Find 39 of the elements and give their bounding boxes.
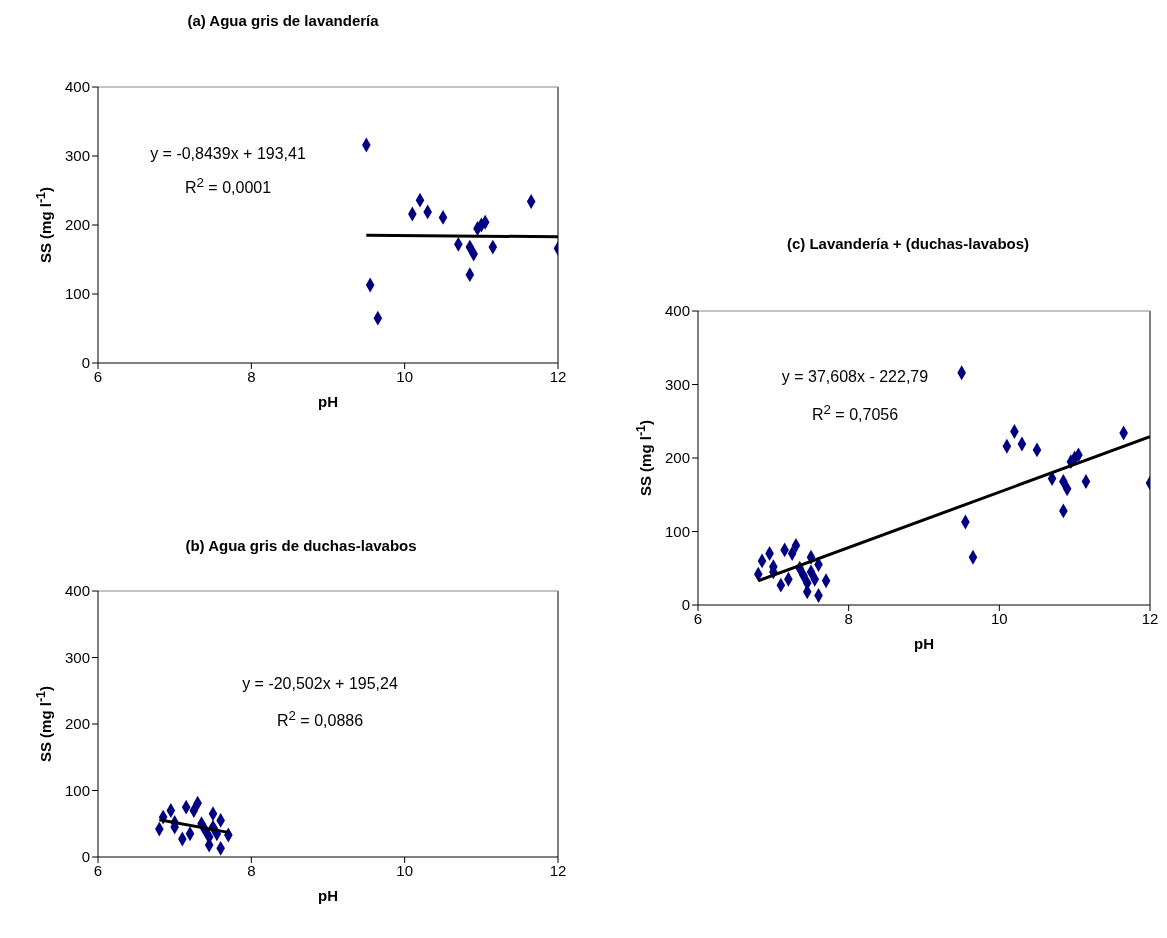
x-tick-label: 10 (396, 367, 414, 385)
x-tick-label: 6 (93, 861, 103, 879)
chart-title: (b) Agua gris de duchas-lavabos (184, 537, 418, 554)
y-tick-label: 0 (681, 596, 690, 614)
annotation: y = 37,608x - 222,79 (780, 368, 930, 386)
y-tick-label: 200 (64, 216, 90, 234)
y-tick-label: 100 (64, 781, 90, 799)
x-tick-label: 8 (247, 367, 256, 385)
y-tick-label: 300 (64, 147, 90, 165)
x-axis-title: pH (317, 887, 339, 904)
y-tick-label: 400 (64, 78, 90, 96)
y-tick-label: 300 (64, 648, 90, 666)
x-tick-label: 12 (1141, 609, 1159, 627)
x-tick-label: 8 (844, 609, 853, 627)
y-tick-label: 0 (81, 848, 90, 866)
annotation: y = -20,502x + 195,24 (241, 675, 399, 693)
annotation: y = -0,8439x + 193,41 (150, 145, 306, 162)
x-tick-label: 12 (549, 861, 567, 879)
annotation: R$^{2}$ = 0,7056 (810, 402, 900, 425)
y-tick-label: 300 (664, 375, 690, 393)
x-tick-label: 10 (990, 609, 1008, 627)
x-tick-label: 6 (693, 609, 703, 627)
y-tick-label: 400 (664, 302, 690, 320)
y-tick-label: 100 (664, 522, 690, 540)
y-tick-label: 100 (64, 285, 90, 303)
x-axis-title: pH (913, 635, 935, 652)
chart-title: (a) Agua gris de lavandería (186, 12, 380, 29)
x-tick-label: 12 (549, 367, 567, 385)
x-tick-label: 6 (93, 367, 103, 385)
annotation: R$^{2}$ = 0,0001 (183, 175, 273, 198)
x-tick-label: 8 (247, 861, 256, 879)
annotation: R$^{2}$ = 0,0886 (275, 708, 365, 731)
y-tick-label: 200 (64, 715, 90, 733)
x-tick-label: 10 (396, 861, 414, 879)
y-tick-label: 200 (664, 449, 690, 467)
x-axis-title: pH (317, 393, 339, 410)
y-tick-label: 0 (81, 354, 90, 372)
y-tick-label: 400 (64, 582, 90, 600)
chart-title: (c) Lavandería + (duchas-lavabos) (785, 235, 1031, 252)
